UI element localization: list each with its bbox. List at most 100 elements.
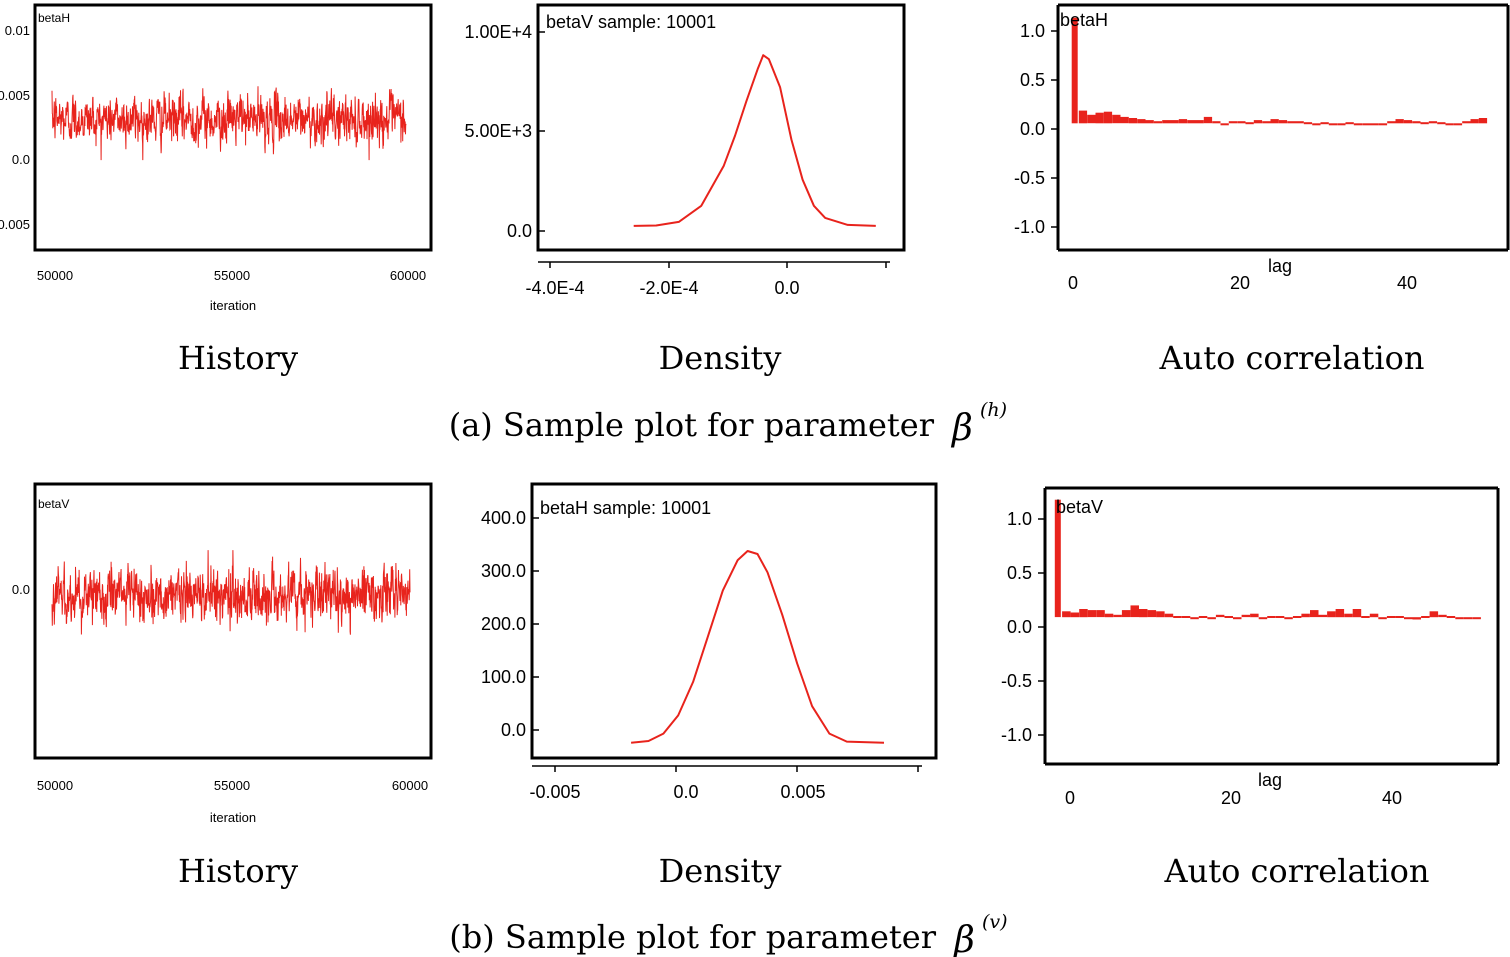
y-tick-label: 1.0 bbox=[1007, 509, 1032, 529]
acf-bar bbox=[1337, 123, 1346, 126]
acf-bar bbox=[1178, 119, 1188, 124]
density-curve-b bbox=[630, 550, 885, 744]
row-a: betaH 0.01 0.005 0.0 -0.005 50000 55000 … bbox=[0, 3, 1510, 449]
y-tick-label: -1.0 bbox=[1014, 217, 1045, 237]
history-label-a: betaH bbox=[38, 11, 70, 25]
acf-chart-b: betaV 1.0 0.5 0.0 -0.5 -1.0 0 20 40 lag bbox=[1001, 486, 1500, 808]
acf-bar bbox=[1378, 617, 1387, 620]
density-yticks-b: 400.0 300.0 200.0 100.0 0.0 bbox=[481, 508, 526, 740]
acf-bar bbox=[1258, 617, 1268, 620]
acf-bar bbox=[1087, 610, 1097, 618]
acf-bar bbox=[1164, 613, 1174, 618]
acf-bar bbox=[1344, 613, 1353, 618]
density-frame-b bbox=[530, 482, 938, 760]
caption-symbol-a: β bbox=[950, 408, 973, 449]
y-tick-label: -0.5 bbox=[1001, 671, 1032, 691]
caption-b: (b) Sample plot for parameter β (v) bbox=[449, 911, 1007, 957]
history-chart-b: betaV 0.0 50000 55000 60000 iteration bbox=[12, 482, 433, 825]
acf-bar bbox=[1233, 617, 1242, 620]
x-tick-label: 40 bbox=[1382, 788, 1402, 808]
acf-bar bbox=[1395, 119, 1404, 124]
acf-bar bbox=[1224, 616, 1233, 618]
acf-bar bbox=[1104, 613, 1114, 618]
x-tick-label: 0.0 bbox=[774, 278, 799, 298]
acf-bar bbox=[1310, 610, 1319, 618]
acf-bar bbox=[1403, 120, 1413, 124]
y-tick-label: -0.005 bbox=[0, 217, 30, 232]
acf-bar bbox=[1145, 120, 1154, 124]
panel-title-density-a: Density bbox=[659, 339, 782, 377]
history-label-b: betaV bbox=[38, 497, 69, 511]
density-label-b: betaH sample: 10001 bbox=[540, 498, 711, 518]
acf-bar bbox=[1378, 123, 1388, 126]
acf-yticks-b: 1.0 0.5 0.0 -0.5 -1.0 bbox=[1001, 509, 1032, 745]
acf-chart-a: betaH 1.0 0.5 0.0 -0.5 -1.0 0 20 40 lag bbox=[1014, 3, 1510, 293]
caption-text-a: (a) Sample plot for parameter bbox=[449, 406, 935, 444]
acf-bar bbox=[1147, 610, 1157, 618]
acf-bar bbox=[1395, 616, 1404, 618]
acf-bar bbox=[1156, 611, 1165, 618]
acf-bar bbox=[1327, 611, 1336, 618]
acf-xlabel-b: lag bbox=[1258, 770, 1282, 790]
acf-bar bbox=[1412, 617, 1421, 620]
acf-bar bbox=[1353, 123, 1363, 126]
acf-bar bbox=[1437, 122, 1446, 125]
acf-bar bbox=[1352, 609, 1362, 618]
history-chart-a: betaH 0.01 0.005 0.0 -0.005 50000 55000 … bbox=[0, 3, 433, 313]
acf-bar bbox=[1228, 121, 1238, 124]
y-tick-label: 1.0 bbox=[1020, 21, 1045, 41]
acf-bar bbox=[1420, 122, 1429, 125]
y-tick-label: 1.00E+4 bbox=[464, 22, 532, 42]
panel-title-acf-b: Auto correlation bbox=[1163, 852, 1429, 890]
x-tick-label: 0.0 bbox=[673, 782, 698, 802]
acf-bar bbox=[1345, 122, 1354, 125]
acf-bar bbox=[1270, 119, 1279, 124]
history-xticks-a: 50000 55000 60000 bbox=[37, 268, 426, 283]
history-trace-b bbox=[51, 550, 411, 635]
x-tick-label: 50000 bbox=[37, 268, 73, 283]
acf-bar bbox=[1386, 616, 1396, 618]
y-tick-label: 300.0 bbox=[481, 561, 526, 581]
x-tick-label: 20 bbox=[1230, 273, 1250, 293]
acf-bar bbox=[1207, 617, 1216, 620]
acf-bar bbox=[1173, 616, 1182, 618]
x-tick-label: 60000 bbox=[392, 778, 428, 793]
acf-bar bbox=[1087, 114, 1096, 124]
acf-bar bbox=[1429, 611, 1439, 618]
row-b: betaV 0.0 50000 55000 60000 iteration bbox=[12, 482, 1500, 957]
acf-bar bbox=[1237, 121, 1246, 124]
acf-bar bbox=[1472, 617, 1481, 620]
acf-bar bbox=[1103, 111, 1113, 124]
acf-bar bbox=[1198, 616, 1208, 618]
history-trace-a bbox=[51, 86, 407, 161]
acf-bar bbox=[1404, 617, 1413, 620]
acf-xticks-a: 0 20 40 bbox=[1068, 273, 1417, 293]
acf-bar bbox=[1245, 122, 1254, 125]
y-tick-label: 0.0 bbox=[12, 152, 30, 167]
y-tick-label: 0.0 bbox=[501, 720, 526, 740]
acf-bar bbox=[1387, 121, 1396, 124]
caption-superscript-a: (h) bbox=[980, 399, 1007, 421]
acf-bar bbox=[1303, 122, 1313, 125]
acf-bar bbox=[1241, 614, 1251, 618]
acf-bar bbox=[1463, 617, 1473, 620]
caption-a: (a) Sample plot for parameter β (h) bbox=[449, 399, 1007, 449]
x-tick-label: -0.005 bbox=[529, 782, 580, 802]
acf-bar bbox=[1062, 611, 1071, 618]
panel-title-history-a: History bbox=[178, 339, 298, 377]
acf-bar bbox=[1195, 120, 1204, 124]
acf-bar bbox=[1428, 121, 1438, 124]
acf-bar bbox=[1203, 116, 1213, 124]
caption-symbol-b: β bbox=[952, 920, 975, 957]
acf-bar bbox=[1320, 122, 1329, 125]
x-tick-label: 60000 bbox=[390, 268, 426, 283]
acf-bar bbox=[1078, 110, 1088, 124]
y-tick-label: 0.01 bbox=[5, 23, 30, 38]
caption-superscript-b: (v) bbox=[982, 911, 1008, 933]
x-tick-label: -2.0E-4 bbox=[639, 278, 698, 298]
y-tick-label: 400.0 bbox=[481, 508, 526, 528]
acf-bar bbox=[1278, 120, 1288, 124]
acf-bar bbox=[1253, 120, 1263, 124]
x-tick-label: 20 bbox=[1221, 788, 1241, 808]
history-frame-a bbox=[33, 3, 433, 252]
